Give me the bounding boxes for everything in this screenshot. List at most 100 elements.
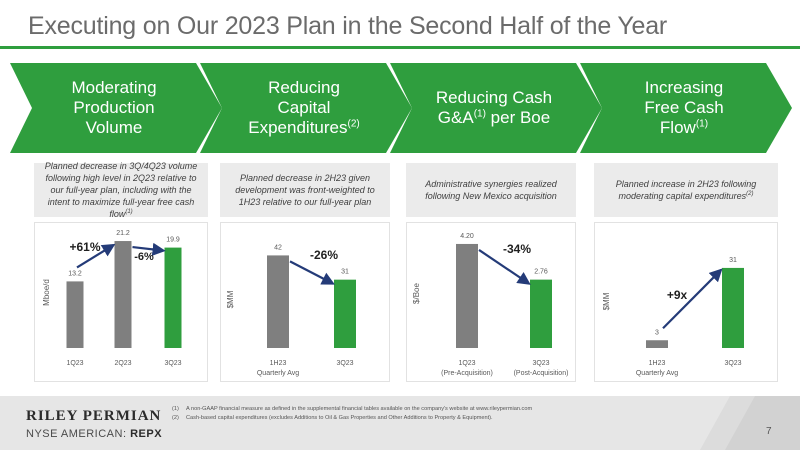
chevron-shape [10,63,222,153]
exchange-ticker: NYSE AMERICAN: REPX [26,428,162,440]
chevron-shape [390,63,602,153]
chevron-label: Moderating Production Volume [32,63,196,153]
data-label: 42 [274,244,282,251]
y-axis-label: Mboe/d [42,279,51,306]
change-annotation: -6% [134,251,154,263]
footnote-ref: (2) [347,118,360,130]
chart-fcf-svg: $MM 3 1H23 Quarterly Avg 31 3Q23 +9x [602,257,744,377]
footnote-number: (1) [172,406,179,412]
x-tick-label: 3Q23 [336,360,353,367]
chevron-ga: Reducing Cash G&A(1) per Boe [390,63,602,153]
chart-capex: $MM 42 1H23 Quarterly Avg 31 3Q23 -26% [220,222,390,382]
chevron-line: Increasing [644,78,724,97]
footnote-ref: (1) [695,118,709,130]
description-production: Planned decrease in 3Q/4Q23 volume follo… [34,161,208,219]
chevron-line: G&A [437,108,474,127]
trend-arrow [132,242,166,256]
data-label: 31 [729,257,737,264]
change-annotation: -26% [310,248,338,262]
bar-3q23 [530,279,552,348]
data-label: 13.2 [68,270,82,277]
chart-production-svg: Mboe/d 13.2 1Q23 21.2 2Q23 19.9 3Q23 +61% -6% [42,230,182,367]
x-tick-label: 1H23 [270,360,287,367]
chevron-capex: Reducing Capital Expenditures(2) [200,63,412,153]
data-label: 21.2 [116,230,130,237]
bar-1q23 [66,281,84,348]
page-title: Executing on Our 2023 Plan in the Second… [28,12,668,40]
chart-ga: $/Boe 4.20 1Q23 (Pre-Acquisition) 2.76 3Q23 (P… [406,222,576,382]
chevron-label: Increasing Free Cash Flow(1) [602,63,766,153]
x-tick-label: 2Q23 [114,360,131,367]
description-text: Planned increase in 2H23 following moder… [615,179,757,201]
x-tick-sublabel: (Pre-Acquisition) [441,370,493,377]
chart-ga-svg: $/Boe 4.20 1Q23 (Pre-Acquisition) 2.76 3Q23 (P… [412,233,569,377]
x-tick-label: 1Q23 [458,360,475,367]
chart-fcf: $MM 3 1H23 Quarterly Avg 31 3Q23 +9x [594,222,778,382]
footnote-ref: (1) [473,108,486,120]
footnote: (1) A non-GAAP financial measure as defin… [172,405,532,414]
chevron-line: Free Cash [644,98,724,117]
page-number: 7 [766,426,772,437]
x-tick-sublabel: Quarterly Avg [257,370,299,377]
chevron-line: Reducing [268,78,340,97]
x-tick-label: 1H23 [649,360,666,367]
data-label: 31 [341,269,349,276]
y-axis-label: $/Boe [412,282,421,303]
bar-2q23 [114,241,132,348]
x-tick-label: 3Q23 [164,360,181,367]
description-capex: Planned decrease in 2H23 given developme… [220,163,390,217]
data-label: 19.9 [166,237,180,244]
trend-arrow [289,260,335,285]
chevron-line: Production [73,98,155,117]
y-axis-label: $MM [226,290,235,308]
description-text: Planned decrease in 2H23 given developme… [235,173,375,207]
trend-arrow [662,268,723,330]
chart-capex-svg: $MM 42 1H23 Quarterly Avg 31 3Q23 -26% [226,244,356,377]
description-fcf: Planned increase in 2H23 following moder… [594,163,778,217]
description-text: Administrative synergies realized follow… [425,179,557,201]
company-logo: RILEY PERMIAN [26,408,162,424]
bar-1q23 [456,243,478,348]
exchange-label: NYSE AMERICAN: [26,428,127,440]
change-annotation: -34% [503,242,531,256]
footnote-ref: (2) [746,191,754,197]
footnote: (2) Cash-based capital expenditures (excl… [172,414,532,423]
chevron-shape [200,63,412,153]
chevron-line: Reducing Cash [435,88,553,107]
x-tick-sublabel: (Post-Acquisition) [514,370,569,377]
description-text: Planned decrease in 3Q/4Q23 volume follo… [44,161,198,219]
chevron-fcf: Increasing Free Cash Flow(1) [580,63,792,153]
bar-1h23 [646,340,668,348]
ticker-symbol: REPX [130,428,163,440]
data-label: 2.76 [534,269,548,276]
y-axis-label: $MM [602,292,611,310]
bar-3q23 [334,279,356,348]
change-annotation: +9x [667,288,688,302]
x-tick-label: 3Q23 [532,360,549,367]
bar-3q23 [164,247,182,348]
footer [0,396,800,450]
data-label: 4.20 [460,233,474,240]
footnote-text: A non-GAAP financial measure as defined … [186,406,533,412]
change-annotation: +61% [69,240,100,254]
x-tick-label: 3Q23 [724,360,741,367]
footnote-ref: (1) [125,209,133,215]
chevron-label: Reducing Cash G&A(1) per Boe [412,63,576,153]
chart-production: Mboe/d 13.2 1Q23 21.2 2Q23 19.9 3Q23 +61% -6% [34,222,208,382]
chevron-production: Moderating Production Volume [10,63,222,153]
footnote-text: Cash-based capital expenditures (exclude… [186,415,493,421]
title-divider [0,46,800,49]
trend-arrow [478,249,531,285]
chevron-line: Expenditures [248,118,348,137]
chevron-label: Reducing Capital Expenditures(2) [222,63,386,153]
chevron-line: Capital [277,98,331,117]
chevron-line: Flow [659,118,696,137]
chevron-shape [580,63,792,153]
chevron-line: Moderating [71,78,157,97]
data-label: 3 [655,329,659,336]
chevron-line: Volume [85,118,143,137]
footnotes: (1) A non-GAAP financial measure as defin… [172,405,532,423]
trend-arrow [76,243,116,269]
bar-3q23 [722,267,744,348]
x-tick-label: 1Q23 [66,360,83,367]
